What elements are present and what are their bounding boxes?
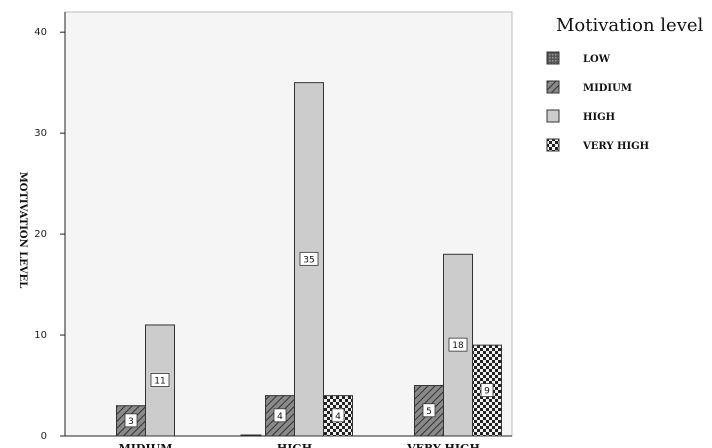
legend-label: HIGH xyxy=(583,112,615,123)
data-label: 3 xyxy=(128,417,134,427)
data-label-box xyxy=(480,383,494,397)
data-label: 11 xyxy=(154,376,165,386)
data-label: 4 xyxy=(335,412,341,422)
data-label: 4 xyxy=(277,412,283,422)
data-label-box xyxy=(150,373,170,387)
data-label: 18 xyxy=(452,341,464,351)
data-label-box xyxy=(331,408,345,423)
data-label: 5 xyxy=(426,407,432,417)
data-label: 35 xyxy=(303,255,314,265)
y-tick-label: 30 xyxy=(34,128,47,139)
legend-swatch xyxy=(546,109,560,123)
category-label: VERY HIGH xyxy=(406,442,480,448)
legend-swatch xyxy=(546,80,560,94)
legend-swatch xyxy=(546,51,560,65)
y-tick-label: 10 xyxy=(34,330,47,341)
data-label: 9 xyxy=(484,387,490,397)
y-ticks: 0 10 20 30 40 xyxy=(34,27,65,442)
y-tick-label: 20 xyxy=(34,229,47,240)
data-label-box xyxy=(124,413,138,428)
bar-very-high xyxy=(472,344,502,437)
legend-label: VERY HIGH xyxy=(582,141,649,152)
bars: 3 11 4 35 4 5 18 9 xyxy=(116,82,502,437)
data-label-box xyxy=(273,408,287,423)
category-label: HIGH xyxy=(277,442,312,448)
y-tick-label: 40 xyxy=(34,27,47,38)
category-labels: MIDIUM HIGH VERY HIGH xyxy=(119,442,480,448)
legend-label: LOW xyxy=(583,54,611,65)
legend: Motivation level LOW MIDIUM HIGH VERY HIGH xyxy=(546,15,704,152)
y-axis-title: MOTIVATION LEVEL xyxy=(17,172,28,289)
data-label-box xyxy=(422,403,436,418)
category-label: MIDIUM xyxy=(119,442,173,448)
legend-items: LOW MIDIUM HIGH VERY HIGH xyxy=(546,51,649,152)
data-label-box xyxy=(448,337,468,352)
data-label-box xyxy=(299,251,319,266)
legend-title: Motivation level xyxy=(556,15,704,36)
plot-area xyxy=(64,11,513,437)
y-tick-label: 0 xyxy=(41,431,47,442)
legend-label: MIDIUM xyxy=(583,83,632,94)
legend-swatch xyxy=(546,138,560,152)
